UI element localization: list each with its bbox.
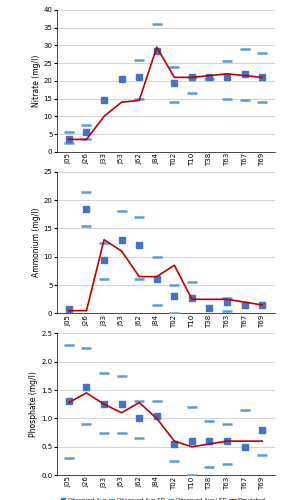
Legend: Observed Avg, Observed Avg-SD, Observed Avg+SD, Simulated: Observed Avg, Observed Avg-SD, Observed … — [59, 498, 266, 500]
Y-axis label: Ammonium (mg/l): Ammonium (mg/l) — [32, 208, 41, 278]
Legend: Observed Avg, Observed Avg-SD, Observed Avg+SD, Simulated: Observed Avg, Observed Avg-SD, Observed … — [59, 336, 266, 342]
Legend: Observed Avg, Observed Avg-SD, Observed Avg+SD, Simulated: Observed Avg, Observed Avg-SD, Observed … — [59, 174, 266, 180]
Y-axis label: Nitrate (mg/l): Nitrate (mg/l) — [32, 54, 41, 107]
Y-axis label: Phosphate (mg/l): Phosphate (mg/l) — [29, 372, 38, 437]
